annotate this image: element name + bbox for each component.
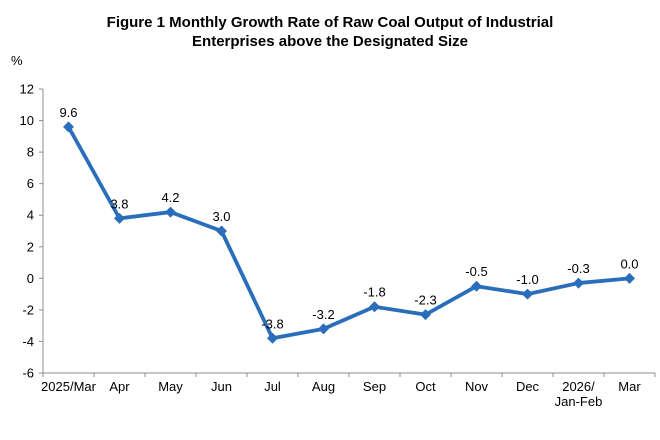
y-axis-tick-label: 4 <box>27 208 34 223</box>
data-point-label: -2.3 <box>414 293 436 308</box>
y-axis-unit-label: % <box>11 53 23 68</box>
data-point-marker <box>267 332 278 344</box>
x-axis-tick-label: Jul <box>264 379 281 394</box>
data-point-label: 0.0 <box>620 256 638 271</box>
data-point-marker <box>522 288 533 300</box>
data-point-label: -3.2 <box>312 307 334 322</box>
x-axis-tick-label: Dec <box>516 379 540 394</box>
data-point-label: 9.6 <box>59 105 77 120</box>
x-axis-tick-label: Jun <box>211 379 232 394</box>
data-point-label: -0.5 <box>465 264 487 279</box>
data-point-label: -1.8 <box>363 285 385 300</box>
x-axis-tick-label: Apr <box>109 379 130 394</box>
y-axis-tick-label: 12 <box>20 82 34 97</box>
data-line <box>66 124 632 341</box>
data-point-marker <box>114 212 125 224</box>
y-axis-tick-label: 0 <box>27 271 34 286</box>
data-point-label: 4.2 <box>161 190 179 205</box>
data-point-label: -0.3 <box>567 261 589 276</box>
x-axis-tick-label: May <box>158 379 183 394</box>
data-point-marker <box>63 121 74 133</box>
data-point-marker <box>420 309 431 321</box>
x-axis-tick-label: 2025/Mar <box>41 379 97 394</box>
y-axis-tick-label: 6 <box>27 176 34 191</box>
data-point-label: 3.8 <box>110 196 128 211</box>
y-axis-tick-label: 10 <box>20 113 34 128</box>
data-point-marker <box>216 225 227 237</box>
data-point-label: -3.8 <box>261 316 283 331</box>
x-axis-tick-label: 2026/Jan-Feb <box>555 379 603 409</box>
data-point-label: -1.0 <box>516 272 538 287</box>
y-axis-tick-label: -2 <box>22 302 34 317</box>
chart-title: Figure 1 Monthly Growth Rate of Raw Coal… <box>106 14 554 50</box>
x-axis-tick-label: Sep <box>363 379 386 394</box>
y-axis-tick-label: -6 <box>22 366 34 381</box>
x-axis-tick-label: Mar <box>618 379 641 394</box>
x-axis-tick-label: Nov <box>465 379 489 394</box>
y-axis-tick-label: -4 <box>22 334 34 349</box>
data-point-marker <box>573 277 584 289</box>
x-axis-tick-label: Oct <box>415 379 436 394</box>
data-point-marker <box>624 272 635 284</box>
data-point-marker <box>471 280 482 292</box>
y-axis-tick-label: 8 <box>27 145 34 160</box>
x-axis-tick-label: Aug <box>312 379 335 394</box>
data-point-marker <box>318 323 329 335</box>
data-point-marker <box>369 301 380 313</box>
data-point-marker <box>165 206 176 218</box>
data-point-label: 3.0 <box>212 209 230 224</box>
y-axis-tick-label: 2 <box>27 239 34 254</box>
